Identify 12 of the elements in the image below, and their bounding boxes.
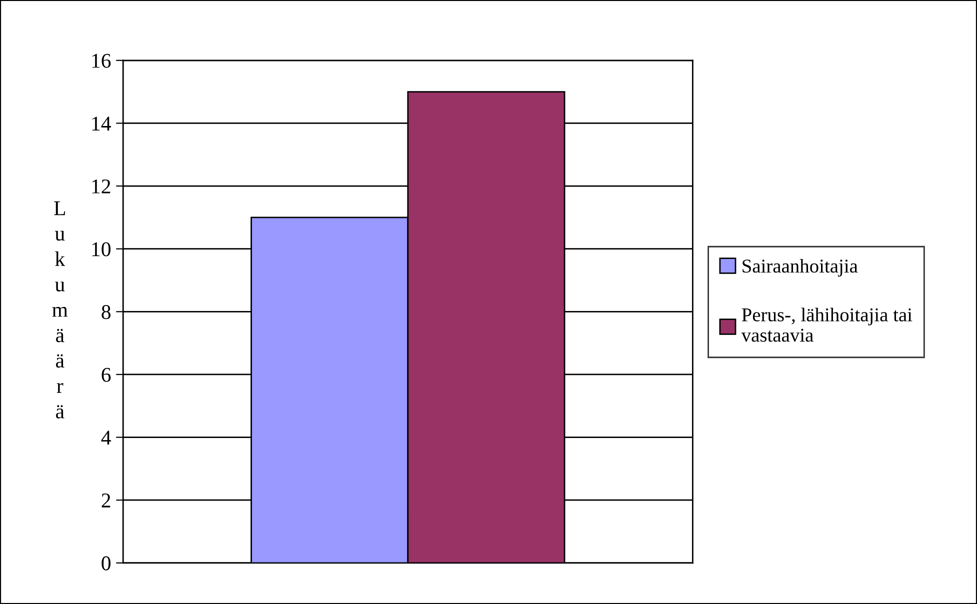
- legend-label: Perus-, lähihoitajia tai vastaavia: [741, 308, 912, 342]
- y-tick-label: 0: [102, 556, 110, 570]
- legend-label: Sairaanhoitajia: [742, 258, 858, 277]
- y-tick-label: 14: [92, 116, 111, 130]
- y-tick-label: 16: [92, 54, 111, 68]
- y-tick-label: 6: [102, 368, 111, 382]
- y-tick-label: 2: [102, 494, 110, 508]
- y-tick-label: 4: [101, 430, 111, 445]
- y-tick-label: 10: [92, 242, 110, 256]
- text: Lukumäärä: [52, 201, 68, 418]
- y-tick-label: 12: [92, 179, 110, 194]
- y-tick-label: 8: [102, 305, 110, 320]
